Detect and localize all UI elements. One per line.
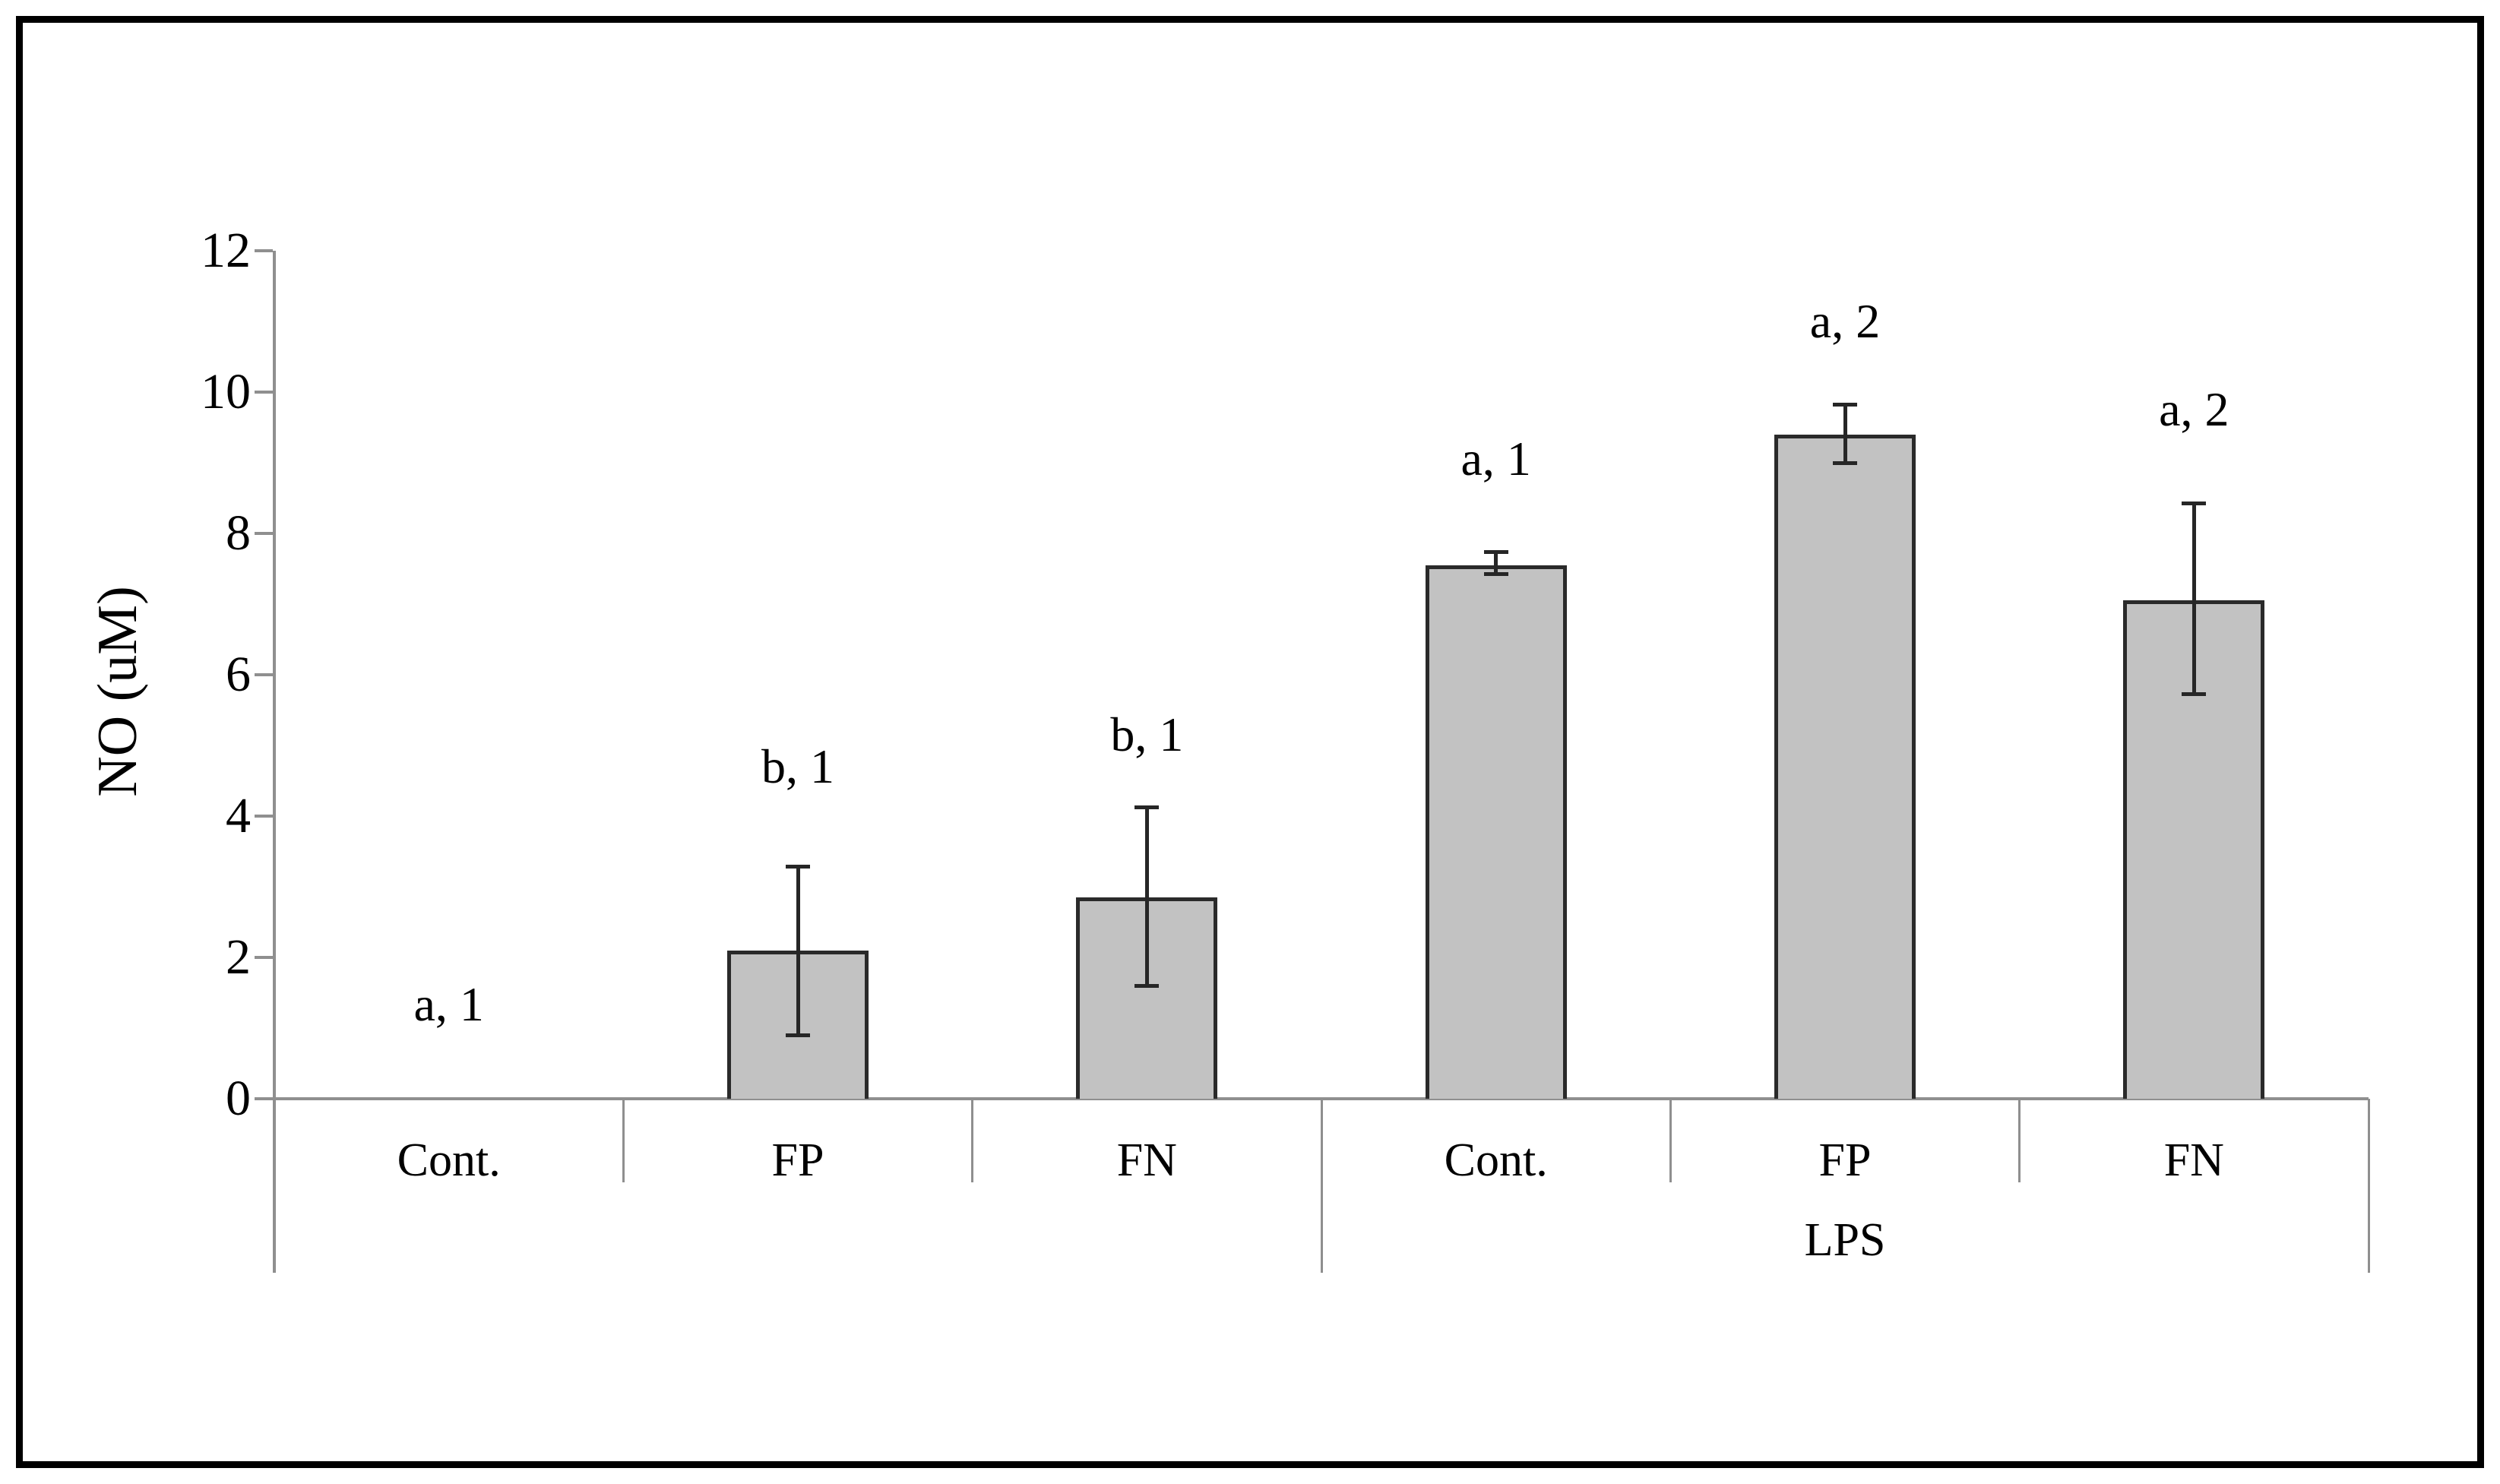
- category-label: FP: [771, 1134, 824, 1186]
- category-label: FN: [2163, 1134, 2224, 1186]
- bar-annotation: a, 1: [1460, 432, 1531, 486]
- error-bar-line: [2191, 503, 2196, 695]
- error-bar-line: [1144, 807, 1149, 986]
- error-bar-cap: [786, 865, 810, 869]
- bar: [1774, 434, 1916, 1099]
- error-bar-cap: [2182, 501, 2207, 505]
- y-tick-label: 4: [226, 788, 251, 843]
- category-label: FN: [1116, 1134, 1177, 1186]
- y-tick: [255, 1097, 273, 1100]
- figure-frame: [16, 16, 2484, 1468]
- bar-annotation: a, 2: [1809, 294, 1881, 348]
- category-separator: [2018, 1099, 2021, 1182]
- group-label-lps: LPS: [1804, 1214, 1886, 1266]
- y-tick-label: 0: [226, 1071, 251, 1126]
- error-bar-cap: [786, 1033, 810, 1037]
- category-separator: [971, 1099, 974, 1182]
- bar-annotation: b, 1: [1110, 707, 1184, 762]
- error-bar-cap: [1483, 571, 1508, 576]
- bar: [1425, 565, 1567, 1099]
- y-tick-label: 12: [201, 223, 251, 278]
- category-separator: [1320, 1099, 1323, 1273]
- y-tick: [255, 532, 273, 535]
- error-bar-cap: [1833, 460, 1857, 465]
- bar-annotation: b, 1: [761, 739, 834, 793]
- y-tick-label: 10: [201, 364, 251, 419]
- bar-annotation: a, 1: [413, 977, 484, 1032]
- error-bar-line: [796, 866, 800, 1036]
- y-tick-label: 2: [226, 929, 251, 985]
- y-tick: [255, 673, 273, 676]
- y-tick-label: 8: [226, 505, 251, 561]
- error-bar-line: [1494, 552, 1498, 574]
- category-separator: [622, 1099, 625, 1182]
- y-tick: [255, 249, 273, 252]
- bar-annotation: a, 2: [2159, 382, 2229, 437]
- category-separator: [2367, 1099, 2370, 1273]
- error-bar-cap: [1833, 403, 1857, 407]
- y-axis-line: [273, 251, 276, 1273]
- error-bar-line: [1843, 404, 1847, 463]
- error-bar-cap: [1483, 549, 1508, 554]
- error-bar-cap: [2182, 691, 2207, 696]
- y-tick-label: 6: [226, 647, 251, 702]
- category-separator: [1669, 1099, 1672, 1182]
- y-tick: [255, 956, 273, 959]
- category-label: Cont.: [1444, 1134, 1548, 1186]
- error-bar-cap: [1134, 983, 1160, 988]
- y-tick: [255, 391, 273, 394]
- error-bar-cap: [1134, 805, 1160, 810]
- category-label: FP: [1818, 1134, 1872, 1186]
- y-tick: [255, 815, 273, 818]
- category-label: Cont.: [397, 1134, 501, 1186]
